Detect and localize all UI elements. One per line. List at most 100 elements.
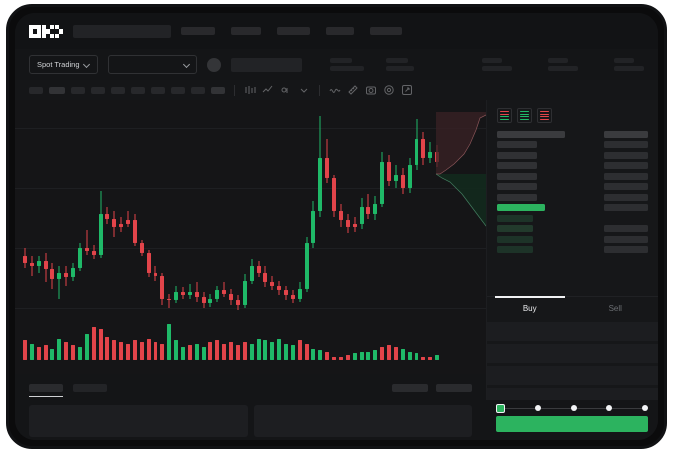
candle [160,110,165,310]
timeframe-4[interactable] [91,86,105,94]
orderbook-mode-bids-icon[interactable] [517,108,532,123]
search-input[interactable] [73,24,171,38]
market-stat-2 [386,58,414,71]
timeframe-10[interactable] [211,86,225,94]
market-mode-dropdown[interactable]: Spot Trading [29,55,98,74]
timeframe-1[interactable] [29,86,43,94]
orderbook-price-bar [497,141,537,149]
chart-type-chevron-icon[interactable] [298,84,310,96]
candle [359,110,364,310]
orderbook-row[interactable] [497,140,648,151]
volume-bar [277,338,282,360]
bottom-tab-2[interactable] [73,384,107,392]
stat-label [548,58,568,63]
stat-label [330,58,352,63]
orderbook-row[interactable] [497,182,648,193]
order-form-field[interactable] [487,366,658,385]
okx-logo-icon[interactable] [29,24,63,38]
candle [304,110,309,310]
tab-sell[interactable]: Sell [573,297,659,320]
stat-label [614,58,634,63]
stat-value [482,66,512,71]
pair-select[interactable] [107,55,198,74]
nav-item-1[interactable] [181,27,215,35]
order-form-field[interactable] [487,322,658,341]
timeframe-9[interactable] [191,86,205,94]
step-dot-5[interactable] [642,405,648,411]
primary-cta-button[interactable] [496,416,648,432]
candle [256,110,261,310]
line-chart-icon[interactable] [262,84,274,96]
camera-icon[interactable] [365,84,377,96]
candle [180,110,185,310]
candle [201,110,206,310]
candle [290,110,295,310]
nav-item-4[interactable] [326,27,354,35]
step-dot-4[interactable] [606,405,613,411]
candle [126,110,130,310]
step-dot-1[interactable] [496,403,505,413]
orderbook-price-bar [497,246,533,254]
timeframe-5[interactable] [111,86,125,94]
candle [270,110,275,310]
fullscreen-icon[interactable] [401,84,413,96]
candle [277,110,282,310]
orderbook-row[interactable] [497,161,648,172]
bottom-action-1[interactable] [392,384,428,392]
orderbook-mode-both-icon[interactable] [497,108,512,123]
timeframe-7[interactable] [151,86,165,94]
orderbook-row[interactable] [497,245,648,256]
orderbook-row[interactable] [497,224,648,235]
candle [222,110,227,310]
candle [407,110,412,310]
bottom-tab-1[interactable] [29,384,63,397]
tab-buy[interactable]: Buy [487,296,573,320]
orderbook-row[interactable] [497,203,648,214]
timeframe-6[interactable] [131,86,145,94]
orderbook-price-bar [497,172,537,180]
timeframe-2[interactable] [49,86,65,94]
candle [263,110,268,310]
nav-item-2[interactable] [231,27,261,35]
volume-bar [160,343,165,360]
timeframe-8[interactable] [171,86,185,94]
orderbook-size-bar [604,225,648,233]
timeframe-3[interactable] [71,86,85,94]
order-form [487,322,658,407]
candle [414,110,419,310]
candle [105,110,110,310]
volume-bar [393,346,398,360]
orderbook-rows[interactable] [487,127,658,255]
stat-label [482,58,502,63]
step-dot-3[interactable] [570,405,577,411]
nav-item-5[interactable] [370,27,402,35]
price-chart[interactable] [15,100,492,374]
orderbook-row[interactable] [497,234,648,245]
orderbook-row[interactable] [497,129,648,140]
volume-bar [36,346,41,360]
volume-bar [373,350,378,360]
candle [112,110,117,310]
orderbook-mode-asks-icon[interactable] [537,108,552,123]
wave-indicator-icon[interactable] [329,84,341,96]
step-dot-2[interactable] [534,405,541,411]
candle [208,110,213,310]
settings-gear-icon[interactable] [383,84,395,96]
orderbook-size-bar [604,246,648,254]
volume-bar [332,356,337,360]
order-form-field[interactable] [487,344,658,363]
bottom-action-2[interactable] [436,384,472,392]
pair-avatar [207,57,222,72]
orderbook-row[interactable] [497,213,648,224]
orderbook-row[interactable] [497,192,648,203]
bottom-panel-right [253,405,472,437]
indicators-icon[interactable] [280,84,292,96]
orderbook-price-bar [497,151,537,159]
orderbook-size-bar [604,172,648,180]
ruler-icon[interactable] [347,84,359,96]
nav-item-3[interactable] [277,27,310,35]
candlestick-chart-icon[interactable] [244,84,256,96]
orderbook-row[interactable] [497,150,648,161]
orderbook-row[interactable] [497,171,648,182]
volume-bar [112,340,117,360]
